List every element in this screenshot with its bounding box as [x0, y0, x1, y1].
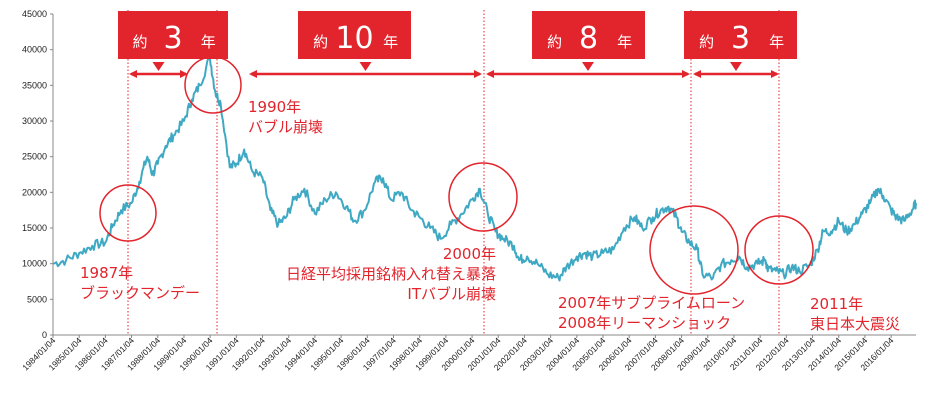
- arrow-pointer: [730, 62, 742, 71]
- x-tick-labels: 1984/01/041985/01/041986/01/041987/01/04…: [20, 335, 896, 372]
- event-dotted-lines: [127, 10, 780, 335]
- annotation-line: 2000年: [443, 245, 496, 263]
- event-circle: [744, 215, 814, 285]
- y-tick-label: 15000: [22, 223, 47, 233]
- annotation-line: 1987年: [80, 264, 133, 282]
- annotation-line: 2008年リーマンショック: [558, 314, 731, 332]
- annotation-line: ブラックマンデー: [80, 284, 200, 302]
- y-tick-label: 30000: [22, 116, 47, 126]
- arrow-pointer: [152, 62, 165, 71]
- period-box-number: 10: [335, 21, 373, 56]
- period-box-bg: [118, 11, 228, 59]
- y-tick-label: 25000: [22, 152, 47, 162]
- period-box-number: 8: [579, 21, 598, 56]
- period-arrows: [129, 62, 779, 78]
- y-tick-label: 20000: [22, 187, 47, 197]
- event-circle: [99, 184, 157, 242]
- y-tick-label: 40000: [22, 45, 47, 55]
- y-tick-label: 45000: [22, 9, 47, 19]
- period-boxes: 約 3 年約 10 年約 8 年約 3 年: [118, 11, 797, 59]
- period-box-suffix: 年: [617, 33, 632, 51]
- y-tick-label: 5000: [27, 294, 47, 304]
- annotation-line: バブル崩壊: [248, 118, 323, 136]
- period-box-prefix: 約: [699, 33, 714, 51]
- event-circle: [448, 162, 518, 232]
- period-box-prefix: 約: [132, 33, 147, 51]
- annotation-line: 2011年: [810, 295, 863, 313]
- period-box-prefix: 約: [313, 33, 328, 51]
- arrow-pointer: [582, 62, 594, 71]
- axes: [52, 14, 916, 336]
- period-box-suffix: 年: [383, 33, 398, 51]
- period-box-suffix: 年: [201, 33, 216, 51]
- annotation-line: 東日本大震災: [810, 315, 900, 333]
- period-box-prefix: 約: [547, 33, 562, 51]
- annotation-line: 日経平均採用銘柄入れ替え暴落: [286, 265, 496, 283]
- y-tick-labels: 0 5000 10000 15000 20000 25000 30000 35000 40000…: [22, 9, 53, 340]
- period-box-bg: [684, 11, 797, 59]
- event-circle: [649, 205, 739, 295]
- annotation-line: ITバブル崩壊: [407, 285, 496, 303]
- y-tick-label: 35000: [22, 80, 47, 90]
- y-tick-label: 0: [42, 330, 47, 340]
- period-box-bg: [298, 11, 411, 59]
- period-box: 約 10 年: [298, 11, 411, 59]
- period-box-bg: [532, 11, 645, 59]
- annotation-line: 2007年サブプライムローン: [558, 294, 745, 312]
- period-box-number: 3: [163, 21, 182, 56]
- period-box-number: 3: [731, 21, 750, 56]
- period-box-suffix: 年: [769, 33, 784, 51]
- arrow-pointer: [359, 62, 372, 71]
- y-tick-label: 10000: [22, 259, 47, 269]
- event-circles: [99, 56, 814, 295]
- annotation-line: 1990年: [248, 98, 301, 116]
